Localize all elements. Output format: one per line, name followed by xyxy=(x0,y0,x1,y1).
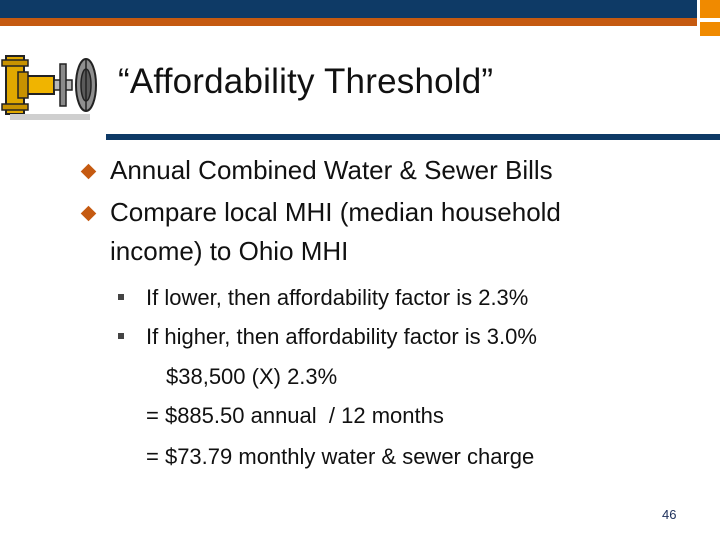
bullet-text-2-continued: income) to Ohio MHI xyxy=(110,236,349,266)
corner-square-bottom xyxy=(700,22,720,36)
diamond-bullet-icon xyxy=(80,163,97,180)
corner-square-top xyxy=(700,0,720,18)
page-number: 46 xyxy=(662,507,677,522)
calc-line-2: = $885.50 annual / 12 months xyxy=(146,403,444,428)
title-underline-rule xyxy=(106,134,720,140)
square-bullet-icon xyxy=(118,333,124,339)
calc-line-3: = $73.79 monthly water & sewer charge xyxy=(146,444,535,469)
slide-title: “Affordability Threshold” xyxy=(118,62,494,101)
calc-line-1: $38,500 (X) 2.3% xyxy=(166,364,338,389)
bullet-text-1: Annual Combined Water & Sewer Bills xyxy=(110,155,553,185)
water-valve-pipe-icon xyxy=(1,55,97,120)
header-navy-band xyxy=(0,0,697,18)
header-orange-stripe xyxy=(0,18,697,26)
square-bullet-icon xyxy=(118,294,124,300)
bullet-text-2: Compare local MHI (median household xyxy=(110,197,561,227)
sub-bullet-text-2: If higher, then affordability factor is … xyxy=(146,324,537,349)
diamond-bullet-icon xyxy=(80,205,97,222)
sub-bullet-text-1: If lower, then affordability factor is 2… xyxy=(146,285,529,310)
